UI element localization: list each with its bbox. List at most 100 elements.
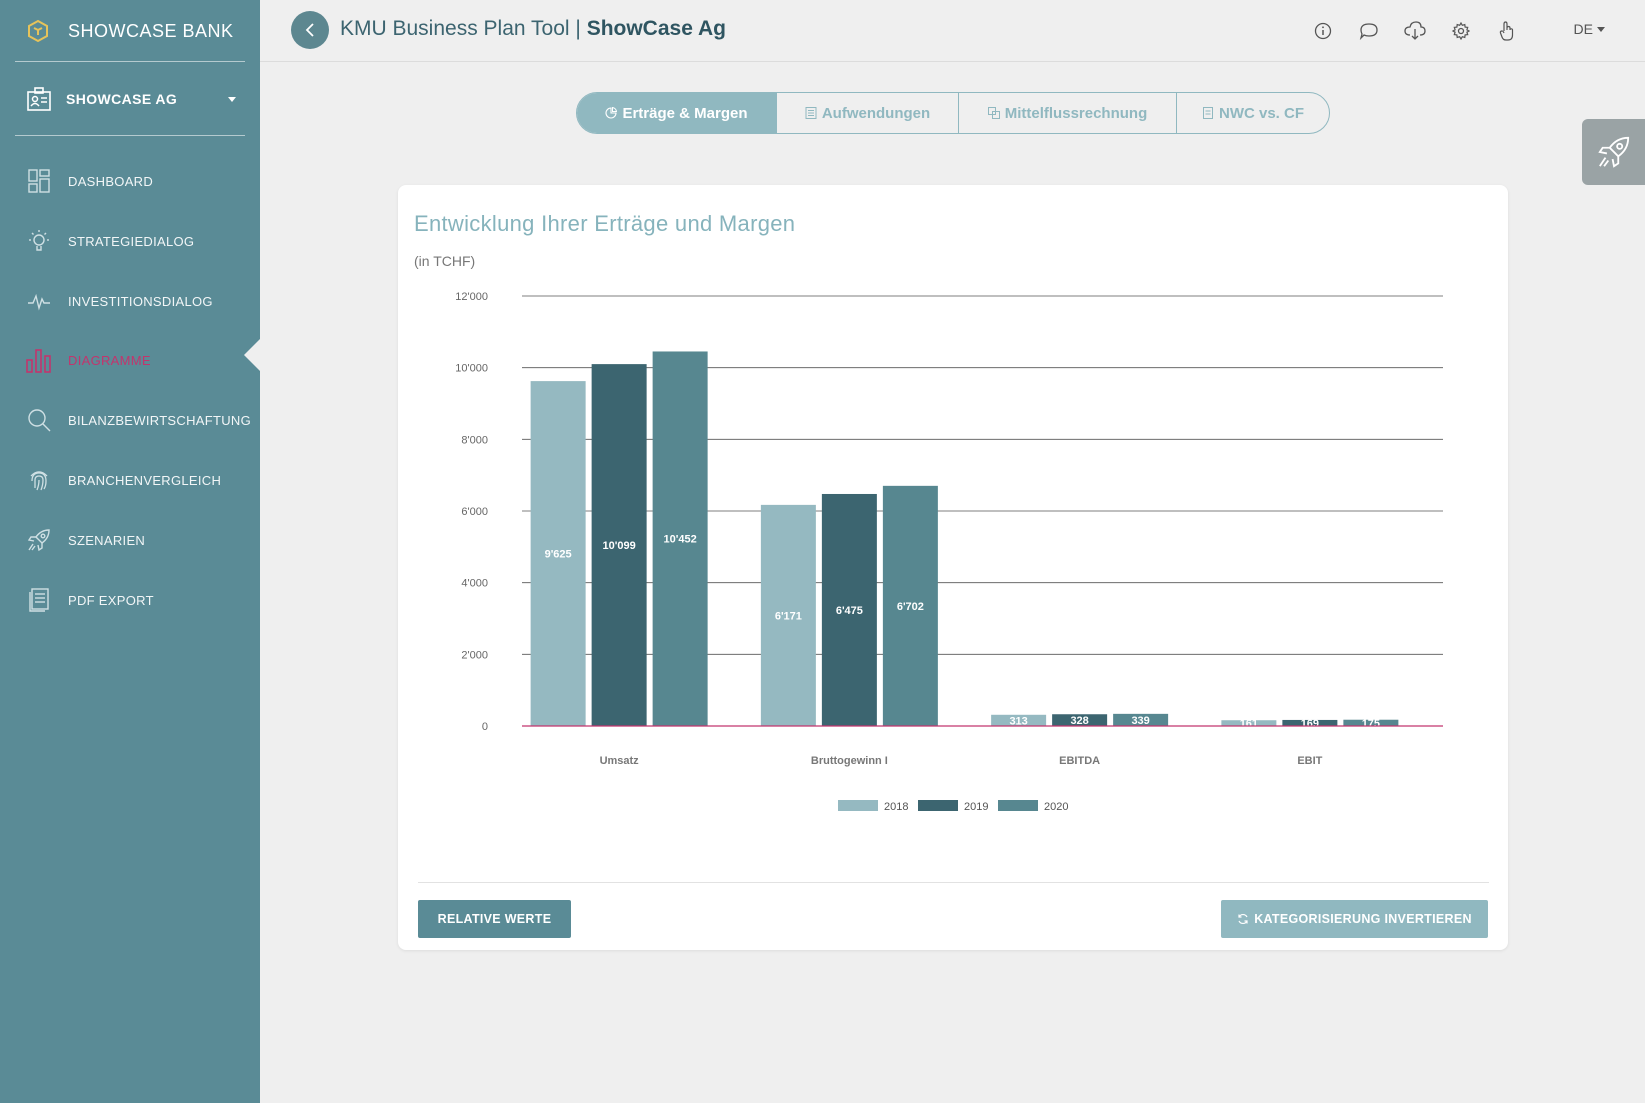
sidebar-item-dashboard[interactable]: DASHBOARD (26, 165, 260, 197)
sidebar-item-investitionsdialog[interactable]: INVESTITIONSDIALOG (26, 285, 260, 317)
tab-aufwendungen[interactable]: Aufwendungen (777, 93, 959, 133)
pie-chart-icon (605, 107, 618, 119)
data-label: 313 (1009, 715, 1027, 727)
hand-pointer-icon[interactable] (1495, 19, 1519, 43)
bar (591, 364, 647, 726)
sidebar-item-label: BRANCHENVERGLEICH (68, 472, 222, 488)
chart-card: Entwicklung Ihrer Erträge und Margen (in… (398, 185, 1508, 950)
y-tick-label: 10'000 (455, 363, 488, 375)
sidebar-item-label: DIAGRAMME (68, 352, 151, 368)
data-label: 169 (1301, 718, 1319, 730)
sidebar-divider (15, 61, 245, 62)
back-button[interactable] (291, 11, 329, 49)
y-tick-label: 2'000 (461, 649, 488, 661)
tab-label: Aufwendungen (821, 104, 931, 122)
revenue-margin-chart: 0 2'000 4'000 6'000 8'000 10'000 12'000 9'625 10… (455, 291, 1443, 813)
chevron-left-icon (305, 23, 314, 37)
chart-tabs: Erträge & Margen Aufwendungen Mittelflus… (576, 92, 1330, 134)
sidebar-item-branchenvergleich[interactable]: BRANCHENVERGLEICH (26, 464, 260, 496)
list-icon (805, 107, 817, 119)
sidebar-item-diagramme[interactable]: DIAGRAMME (26, 344, 260, 376)
invert-categorization-button[interactable]: KATEGORISIERUNG INVERTIEREN (1221, 900, 1488, 938)
relative-values-button[interactable]: RELATIVE WERTE (418, 900, 571, 938)
bar (652, 351, 708, 726)
chart-title: Entwicklung Ihrer Erträge und Margen (414, 211, 796, 236)
chevron-down-icon (1597, 26, 1605, 32)
gear-icon[interactable] (1449, 19, 1473, 43)
sidebar-item-label: BILANZBEWIRTSCHAFTUNG (68, 412, 252, 428)
bar (1343, 719, 1399, 726)
legend-swatch (838, 800, 878, 811)
active-indicator (244, 339, 260, 371)
y-tick-label: 8'000 (461, 434, 488, 446)
data-label: 6'171 (775, 610, 802, 622)
data-label: 339 (1131, 715, 1149, 727)
sidebar-item-label: INVESTITIONSDIALOG (68, 293, 213, 309)
x-tick-label: EBIT (1297, 755, 1322, 767)
tab-ertraege-margen[interactable]: Erträge & Margen (577, 93, 777, 133)
top-header: KMU Business Plan Tool | ShowCase Ag DE (260, 0, 1645, 62)
sidebar-item-szenarien[interactable]: SZENARIEN (26, 524, 260, 556)
scenario-rocket-button[interactable] (1582, 119, 1645, 185)
page-title: KMU Business Plan Tool | ShowCase Ag (340, 17, 726, 41)
bar (530, 381, 586, 726)
bar (760, 504, 816, 726)
bar (821, 493, 877, 726)
legend-swatch (998, 800, 1038, 811)
legend-swatch (918, 800, 958, 811)
x-tick-label: Bruttogewinn I (811, 755, 888, 767)
info-icon[interactable] (1311, 19, 1335, 43)
cashflow-icon (987, 107, 1000, 119)
data-label: 6'702 (897, 601, 924, 613)
sidebar-item-label: DASHBOARD (68, 173, 154, 189)
sidebar-item-pdf-export[interactable]: PDF EXPORT (26, 584, 260, 616)
bank-logo-icon (28, 19, 48, 43)
bar (991, 714, 1047, 726)
sidebar-item-strategiedialog[interactable]: STRATEGIEDIALOG (26, 225, 260, 257)
pulse-icon (26, 288, 52, 314)
sidebar-item-bilanzbewirtschaftung[interactable]: BILANZBEWIRTSCHAFTUNG (26, 404, 260, 436)
chat-icon[interactable] (1357, 19, 1381, 43)
tab-label: Mittelflussrechnung (1004, 104, 1148, 122)
x-tick-label: EBITDA (1059, 755, 1100, 767)
chevron-down-icon (228, 96, 236, 102)
bar (1221, 720, 1277, 726)
bar (882, 485, 938, 726)
y-tick-label: 12'000 (455, 291, 488, 303)
sidebar-divider (15, 135, 245, 136)
company-name: SHOWCASE AG (66, 91, 178, 107)
bar (1282, 719, 1338, 726)
bar (1052, 714, 1108, 726)
brand[interactable]: SHOWCASE BANK (26, 18, 234, 44)
title-company: ShowCase Ag (586, 17, 726, 40)
fingerprint-icon (26, 467, 52, 493)
document-icon (1202, 107, 1213, 119)
refresh-icon (1238, 913, 1248, 925)
y-tick-label: 4'000 (461, 578, 488, 590)
company-card-icon (27, 87, 51, 111)
rocket-icon (26, 527, 52, 553)
bank-name: SHOWCASE BANK (68, 20, 234, 41)
data-label: 328 (1070, 715, 1088, 727)
sidebar: SHOWCASE BANK SHOWCASE AG DASHBOARD STRA… (0, 0, 260, 1103)
card-divider (418, 882, 1489, 883)
data-label: 175 (1362, 718, 1380, 730)
sidebar-item-label: PDF EXPORT (68, 592, 154, 608)
chart-subtitle: (in TCHF) (414, 253, 476, 269)
data-label: 9'625 (545, 549, 572, 561)
tab-nwc-vs-cf[interactable]: NWC vs. CF (1177, 93, 1329, 133)
legend-label: 2018 (884, 801, 908, 813)
tab-mittelflussrechnung[interactable]: Mittelflussrechnung (959, 93, 1177, 133)
header-actions (1311, 19, 1519, 43)
invert-button-label: KATEGORISIERUNG INVERTIEREN (1254, 912, 1472, 926)
language-selector[interactable]: DE (1574, 21, 1605, 37)
company-selector[interactable]: SHOWCASE AG (26, 84, 236, 114)
data-label: 10'099 (603, 540, 636, 552)
tab-label: Erträge & Margen (622, 104, 748, 122)
cloud-download-icon[interactable] (1403, 19, 1427, 43)
data-label: 10'452 (664, 534, 697, 546)
sidebar-item-label: SZENARIEN (68, 532, 146, 548)
dashboard-icon (26, 168, 52, 194)
tab-label: NWC vs. CF (1218, 104, 1304, 122)
sidebar-item-label: STRATEGIEDIALOG (68, 233, 195, 249)
